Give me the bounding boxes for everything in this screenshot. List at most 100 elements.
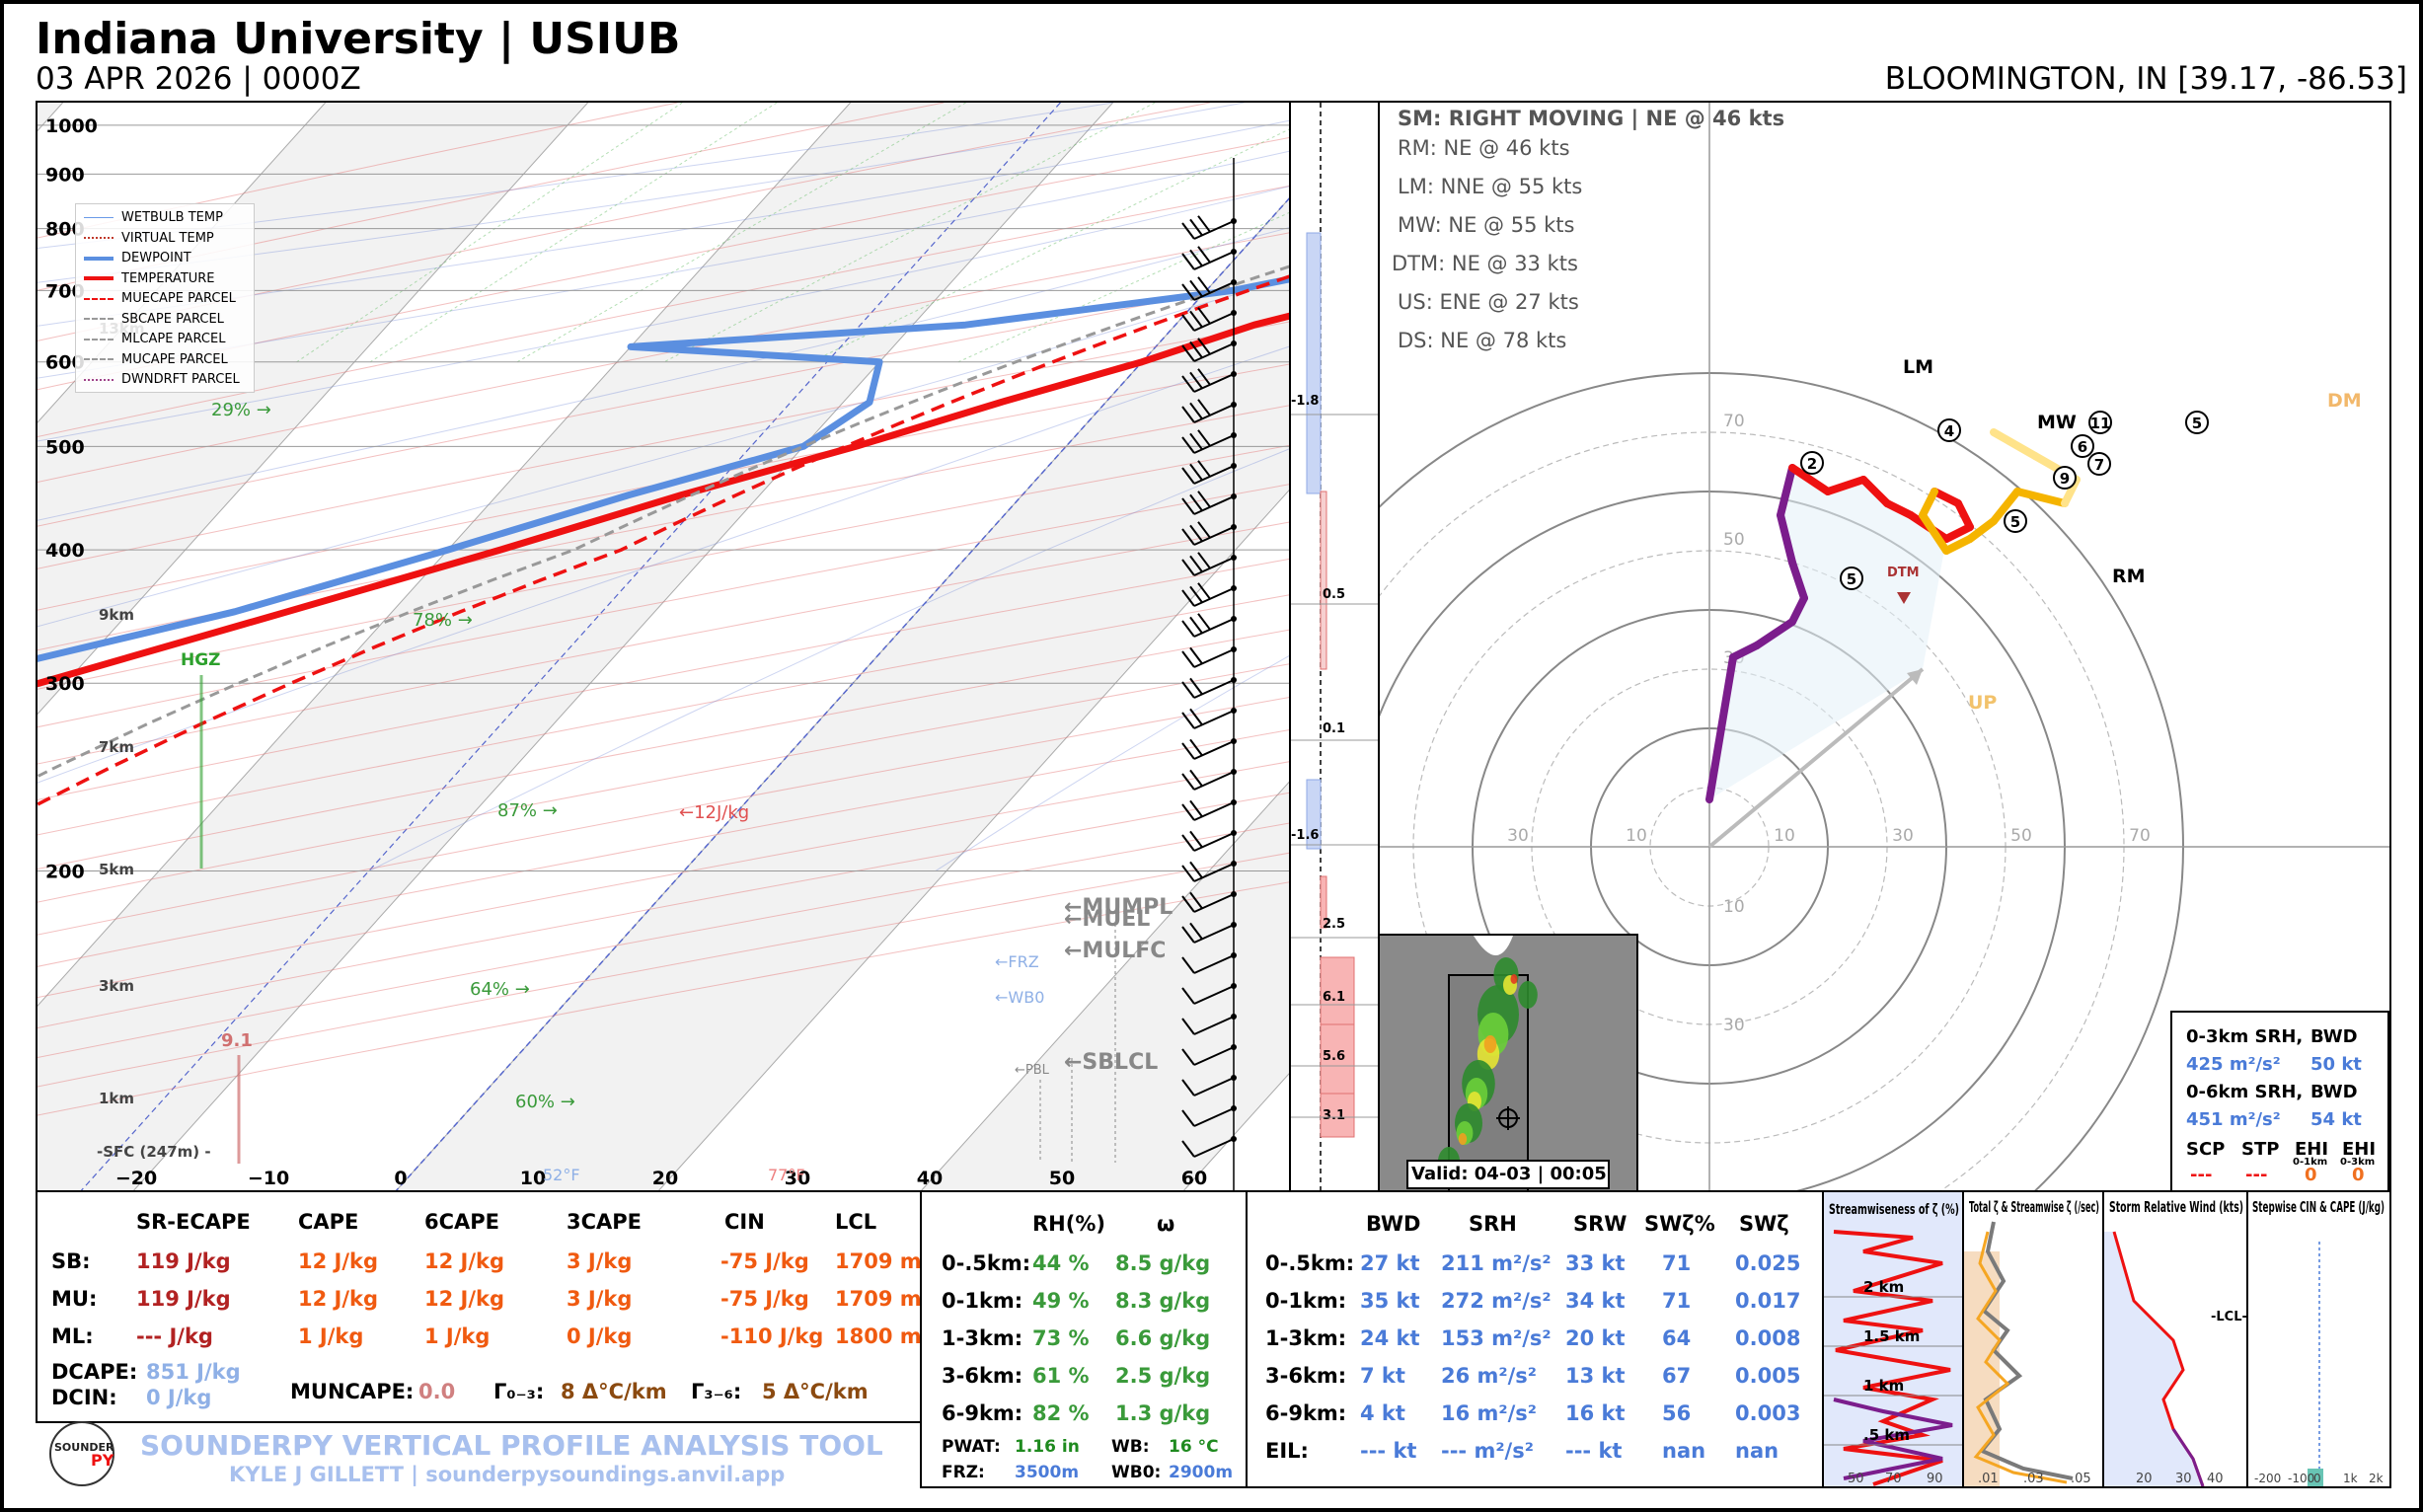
th-swz-pct: SWζ%	[1644, 1212, 1715, 1236]
bwd03-value: 50 kt	[2310, 1054, 2362, 1075]
skewt-legend: WETBULB TEMP VIRTUAL TEMP DEWPOINT TEMPERAT…	[75, 203, 255, 393]
legend-label: TEMPERATURE	[121, 270, 215, 286]
hodograph-segment	[1942, 523, 1974, 543]
hodograph-segment	[1883, 499, 1915, 519]
pressure-tick: 300	[45, 673, 85, 695]
legend-item: DWNDRFT PARCEL	[84, 372, 240, 387]
ring-label-west: 30	[1507, 826, 1529, 846]
wind-barb	[1181, 799, 1237, 821]
rh-label: 60% →	[515, 1092, 575, 1112]
thermo-cell: 119 J/kg	[136, 1249, 231, 1273]
rh-label: 78% →	[413, 610, 473, 631]
vort-tick: .03	[2023, 1472, 2044, 1486]
srh03-label: 0-3km SRH,	[2186, 1026, 2304, 1047]
hodograph-segment	[1717, 653, 1737, 732]
legend-item: SBCAPE PARCEL	[84, 312, 224, 327]
cin-cape-panel: Stepwise CIN & CAPE (J/kg) -200 -100 0 1k 2k	[2246, 1190, 2391, 1488]
moisture-rh: 82 %	[1032, 1401, 1090, 1425]
th-srecape: SR-ECAPE	[136, 1210, 251, 1234]
ring-label-north: 70	[1723, 412, 1745, 431]
temp-tick: 60	[1181, 1168, 1207, 1189]
branding-credit: KYLE J GILLETT | sounderpysoundings.anvi…	[229, 1463, 786, 1486]
wind-column-value: 3.1	[1323, 1108, 1345, 1123]
kinematic-cell: nan	[1735, 1439, 1779, 1463]
th-6cape: 6CAPE	[424, 1210, 500, 1234]
hgz-label: HGZ	[181, 650, 221, 670]
ehi1-label: EHI	[2295, 1139, 2329, 1160]
thermo-cell: 3 J/kg	[567, 1287, 633, 1311]
wind-barb	[1181, 983, 1237, 1005]
hodograph-segment	[1990, 428, 2039, 460]
kinematic-cell: 64	[1662, 1326, 1692, 1350]
muncape-value: 0.0	[418, 1380, 456, 1403]
pwat-value: 1.16 in	[1015, 1437, 1080, 1457]
legend-swatch	[84, 276, 114, 280]
kinematic-cell: 0.005	[1735, 1364, 1801, 1388]
thermo-cell: 1800 m	[835, 1324, 922, 1348]
hodograph-segment	[1859, 476, 1891, 507]
wind-profile: -1.8 0.5 0.1 -1.6 2.5 6.1 5.6 3.1	[1291, 103, 1380, 1192]
stp-value: ---	[2245, 1165, 2268, 1185]
legend-item: VIRTUAL TEMP	[84, 231, 214, 246]
thermo-row-label: SB:	[51, 1249, 91, 1273]
legend-item: MUCAPE PARCEL	[84, 352, 228, 367]
moisture-row-label: 0-1km:	[942, 1289, 1023, 1313]
wind-barb	[1181, 429, 1237, 454]
wind-barb	[1181, 1014, 1237, 1035]
level-label: ←MUMPL	[1064, 895, 1173, 920]
height-marker-label: 11	[2090, 415, 2111, 432]
moisture-w: 1.3 g/kg	[1115, 1401, 1211, 1425]
storm-motion-us: US: ENE @ 27 kts	[1398, 290, 1579, 314]
wind-barb	[1181, 307, 1237, 332]
hodograph-segment	[1931, 488, 1962, 507]
height-label: 3km	[99, 977, 134, 995]
moisture-table: RH(%) ω 0-.5km: 44 % 8.5 g/kg 0-1km: 49 % 8.3…	[920, 1190, 1249, 1488]
kinematic-cell: 71	[1662, 1251, 1692, 1275]
lr36-value: 5 Δ°C/km	[762, 1380, 869, 1403]
hodograph-segment	[1919, 511, 1950, 555]
sounderpy-logo-icon	[49, 1421, 114, 1486]
height-label: 7km	[99, 738, 134, 756]
level-label: ←SBLCL	[1064, 1050, 1158, 1075]
wind-barb	[1181, 1105, 1237, 1127]
surface-temp-label: 77°F	[768, 1166, 805, 1184]
cin-tick: 0	[2313, 1472, 2321, 1485]
srw-tick: 20	[2136, 1472, 2153, 1486]
temp-tick: −10	[248, 1168, 289, 1189]
storm-motion-arrow	[1707, 667, 1925, 849]
radar-echo	[1510, 974, 1518, 984]
height-marker: 2	[1800, 451, 1824, 475]
streamwiseness-panel: Streamwiseness of ζ (%) 2 km 1.5 km 1 km .5 …	[1822, 1190, 1966, 1488]
page-subtitle: 03 APR 2026 | 0000Z	[36, 61, 361, 97]
hodograph-segment	[2013, 488, 2069, 507]
thermo-row-label: ML:	[51, 1324, 94, 1348]
ring-label-east: 10	[1774, 826, 1795, 846]
branding-title: SOUNDERPY VERTICAL PROFILE ANALYSIS TOOL	[140, 1429, 883, 1462]
pressure-tick: 700	[45, 280, 85, 302]
radar-echo	[1458, 1133, 1468, 1145]
lr03-value: 8 Δ°C/km	[561, 1380, 667, 1403]
wind-barb	[1181, 952, 1237, 974]
kinematic-cell: 33 kt	[1565, 1251, 1626, 1275]
wind-column-value: -1.8	[1291, 394, 1319, 409]
wind-barb	[1181, 368, 1237, 393]
hodograph-marker-label: LM	[1903, 356, 1933, 378]
thermo-cell: 3 J/kg	[567, 1249, 633, 1273]
kinematic-cell: --- m²/s²	[1441, 1439, 1534, 1463]
height-marker-label: 9	[2060, 470, 2070, 488]
hodograph-marker-label: MW	[2037, 412, 2077, 433]
hodograph-segment	[1777, 464, 1796, 519]
kinematic-cell: 24 kt	[1360, 1326, 1420, 1350]
pressure-tick: 600	[45, 352, 85, 374]
location-label: BLOOMINGTON, IN [39.17, -86.53]	[1884, 61, 2407, 97]
hodograph-segment	[1729, 642, 1761, 661]
lr36-label: Γ₃₋₆:	[691, 1380, 742, 1403]
skewt-plot: 200 300 400 500 600 700 800 900 1000 −20 −10 0 10 20 3…	[38, 103, 1291, 1192]
wind-column-value: -1.6	[1291, 828, 1319, 843]
frz-value: 3500m	[1015, 1463, 1080, 1482]
temp-tick: 20	[652, 1168, 678, 1189]
hodograph-segment	[1788, 594, 1808, 626]
height-marker-label: 5	[2192, 415, 2202, 432]
hodograph-segment	[1942, 535, 1974, 555]
